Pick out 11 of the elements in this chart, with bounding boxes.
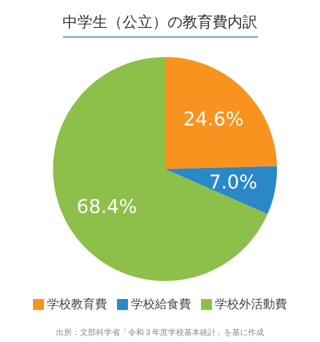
data-label: 24.6% — [183, 108, 244, 130]
data-label: 68.4% — [76, 196, 138, 218]
text: 出所：文部科学省「令和３年度学校基本統計」を基に作成 — [55, 327, 265, 338]
legend-label: 学校外活動費 — [214, 296, 287, 313]
pie-slice — [165, 57, 277, 169]
legend-label: 学校教育費 — [46, 296, 107, 313]
pie-slice — [53, 57, 268, 281]
legend-label: 学校給食費 — [130, 296, 191, 313]
data-label: 7.0% — [208, 171, 258, 194]
pie-slice — [165, 166, 277, 214]
chart-title: 中学生（公立）の教育費内訳 — [62, 13, 258, 38]
